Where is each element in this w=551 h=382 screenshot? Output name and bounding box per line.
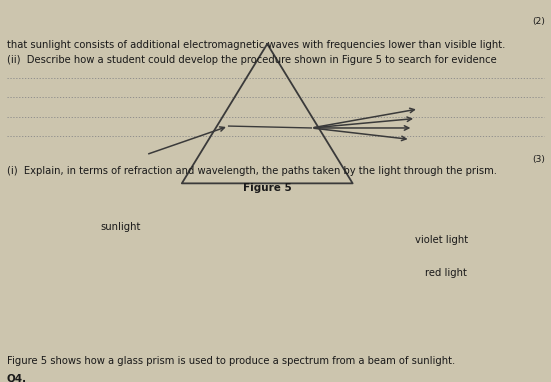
Text: (i)  Explain, in terms of refraction and wavelength, the paths taken by the ligh: (i) Explain, in terms of refraction and … [7,166,496,176]
Text: Figure 5 shows how a glass prism is used to produce a spectrum from a beam of su: Figure 5 shows how a glass prism is used… [7,356,455,366]
Text: (ii)  Describe how a student could develop the procedure shown in Figure 5 to se: (ii) Describe how a student could develo… [7,55,496,65]
Text: violet light: violet light [415,235,468,245]
Text: sunlight: sunlight [100,222,141,231]
Text: Q4.: Q4. [7,374,27,382]
Text: (3): (3) [533,155,545,164]
Text: red light: red light [425,268,467,278]
Text: Figure 5: Figure 5 [243,183,291,193]
Text: (2): (2) [533,17,545,26]
Text: that sunlight consists of additional electromagnetic waves with frequencies lowe: that sunlight consists of additional ele… [7,40,505,50]
